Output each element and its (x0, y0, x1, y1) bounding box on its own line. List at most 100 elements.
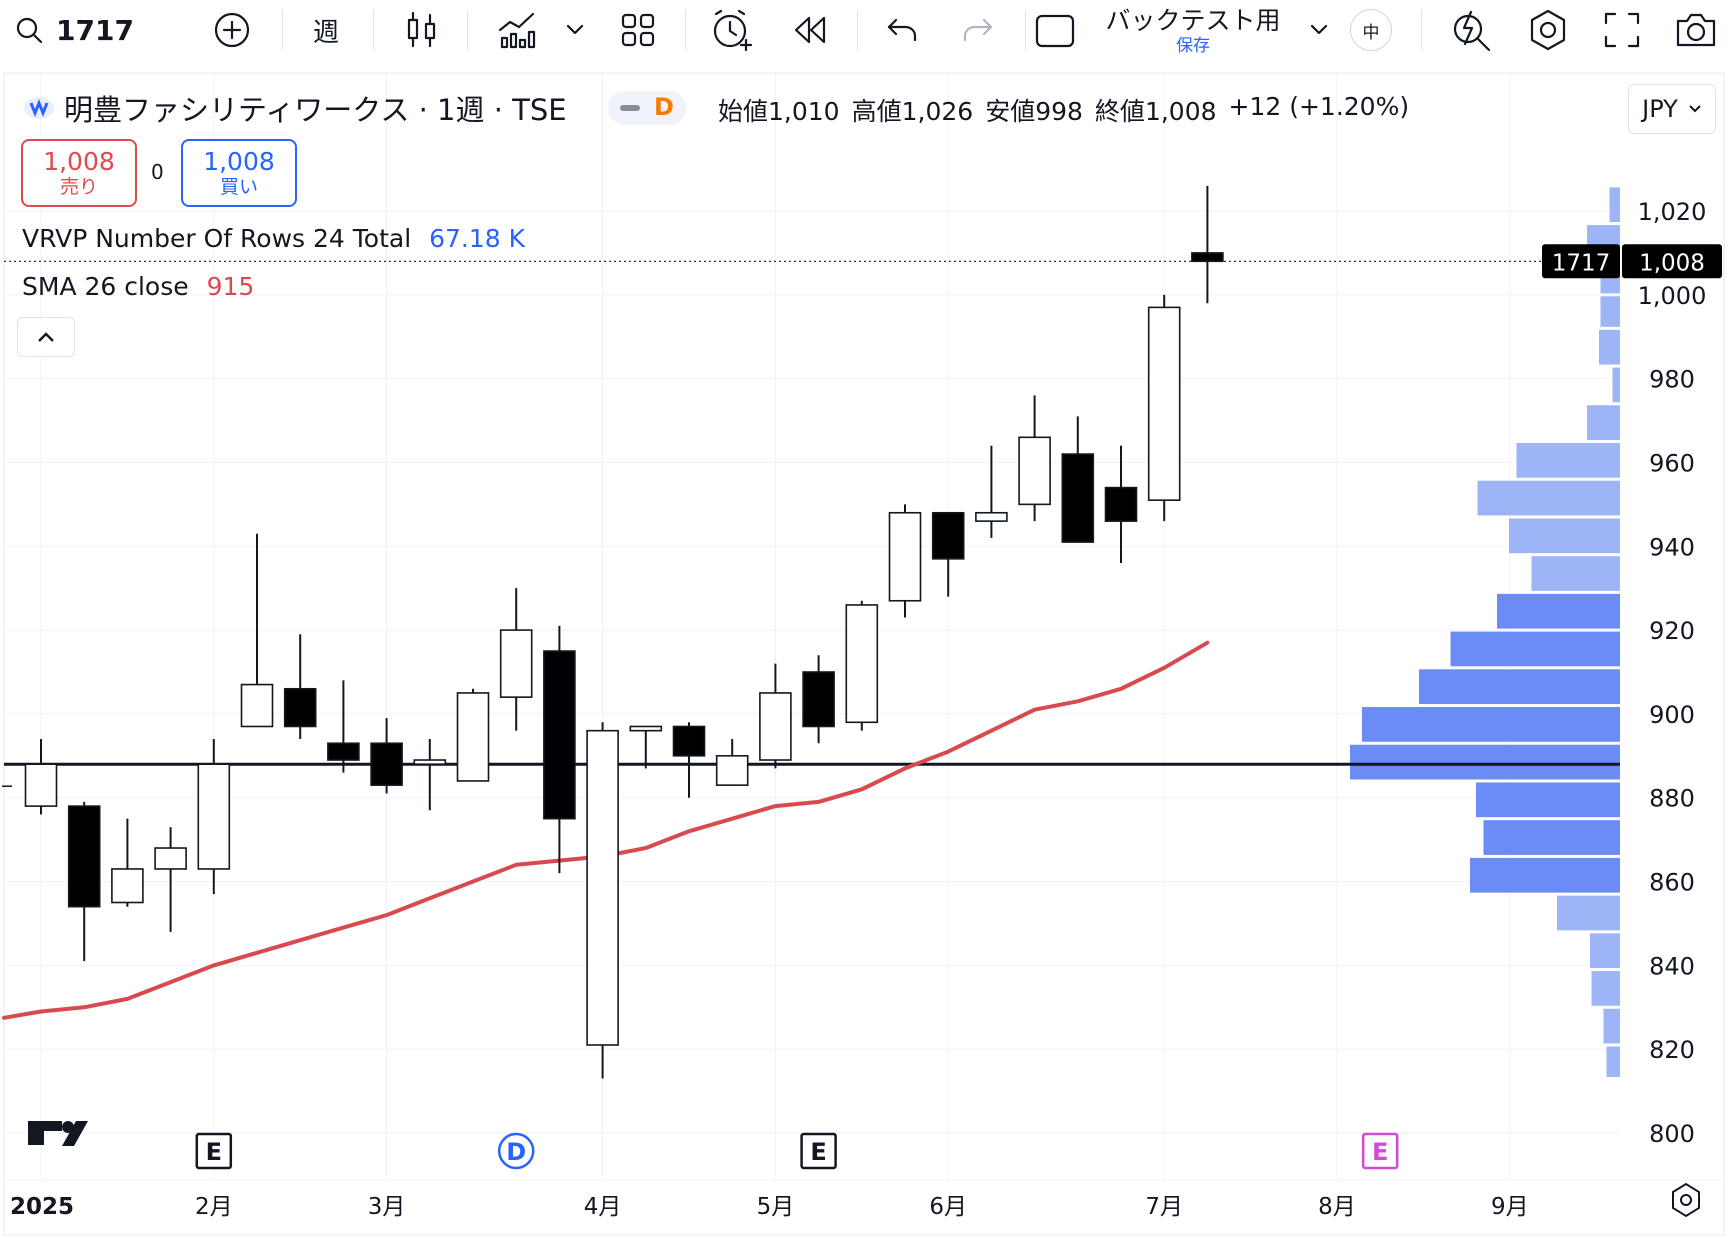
candle (543, 625, 576, 874)
toolbar-divider (467, 10, 468, 50)
candles (24, 185, 1224, 1079)
fullscreen-button[interactable] (1600, 8, 1644, 52)
layout-square-icon (1035, 14, 1075, 48)
candle-body-up (197, 763, 231, 870)
sma-value: 915 (206, 272, 255, 301)
candle-body-up (24, 763, 58, 807)
candle-body-down (283, 687, 317, 728)
compare-symbol-button[interactable] (210, 10, 254, 50)
market-closed-icon (620, 105, 640, 111)
lightning-search-icon (1453, 10, 1491, 52)
screenshot-button[interactable] (1672, 8, 1720, 52)
horizontal-line[interactable] (2, 762, 1620, 787)
sync-badge[interactable]: 中 (1350, 9, 1392, 51)
low-value: 安値998 (985, 97, 1083, 126)
legend-status-pill[interactable]: D (608, 91, 686, 125)
chevron-down-icon (566, 24, 584, 35)
currency-label: JPY (1642, 95, 1678, 123)
volume-profile-bar (1483, 820, 1620, 855)
settings-button[interactable] (1524, 6, 1572, 54)
open-value: 始値1,010 (718, 97, 840, 126)
price-tick-label: 940 (1649, 533, 1695, 561)
redo-button[interactable] (958, 10, 998, 50)
sell-button[interactable]: 1,008 売り (21, 139, 137, 207)
sma-legend[interactable]: SMA 26 close 915 (22, 272, 254, 301)
save-status: 保存 (1176, 36, 1210, 56)
candle-body-down (543, 650, 576, 820)
volume-profile-bar (1531, 556, 1620, 591)
volume-profile (1350, 187, 1620, 1078)
candles-icon (407, 11, 436, 48)
earnings-marker[interactable]: E (800, 1132, 837, 1170)
redo-icon (963, 18, 993, 42)
candle (413, 739, 447, 811)
volume-profile-bar (1587, 405, 1620, 440)
layout-name-button[interactable]: バックテスト用 保存 (1100, 4, 1286, 58)
candle (197, 739, 231, 895)
candle (456, 688, 490, 782)
vrvp-legend[interactable]: VRVP Number Of Rows 24 Total 67.18 K (22, 224, 525, 253)
price-tick-label: 980 (1649, 366, 1695, 394)
candle-body-up (1147, 306, 1181, 501)
alert-button[interactable] (708, 6, 756, 54)
chevron-up-icon (38, 332, 54, 342)
volume-profile-bar (1590, 933, 1620, 969)
candle (931, 511, 965, 597)
collapse-legend-button[interactable] (17, 317, 75, 357)
chart-type-button[interactable] (400, 8, 444, 52)
price-tick-label: 820 (1649, 1036, 1695, 1064)
chevron-down-icon (1689, 105, 1701, 113)
candle-body-up (759, 692, 792, 761)
dividend-marker[interactable]: D (497, 1132, 535, 1170)
replay-button[interactable] (790, 10, 830, 50)
candle-body-down (1061, 453, 1095, 543)
candle (802, 655, 835, 744)
quick-search-button[interactable] (1447, 6, 1495, 54)
layout-dropdown[interactable] (1304, 14, 1334, 44)
time-tick-label: 4月 (584, 1194, 622, 1220)
buy-label: 買い (219, 176, 258, 198)
axis-settings-icon[interactable] (1672, 1182, 1700, 1218)
candle-body-down (327, 742, 360, 761)
candle (327, 680, 360, 773)
buy-button[interactable]: 1,008 買い (181, 139, 297, 207)
layout-button[interactable] (616, 10, 660, 50)
earnings-marker[interactable]: E (1361, 1132, 1399, 1170)
layout-name: バックテスト用 (1105, 6, 1281, 35)
price-tick-label: 1,000 (1638, 282, 1707, 310)
candle-body-up (845, 604, 879, 724)
toolbar-divider (373, 10, 374, 50)
earnings-marker-box (1361, 1132, 1399, 1170)
interval-button[interactable]: 週 (312, 17, 339, 48)
spread-value: 0 (151, 160, 164, 184)
price-tick-label: 960 (1649, 449, 1695, 477)
volume-profile-bar (1612, 367, 1620, 403)
time-tick-label: 7月 (1145, 1194, 1183, 1220)
tradingview-logo (28, 1121, 88, 1146)
save-layout-button[interactable] (1034, 10, 1076, 52)
price-axis[interactable]: 800 820 840 860 880 900 920 940 960 980 1,000 1,020 (1638, 198, 1707, 1148)
candle (67, 801, 101, 962)
currency-selector[interactable]: JPY (1628, 84, 1716, 134)
candle-body-up (629, 725, 663, 732)
indicators-dropdown[interactable] (560, 14, 590, 44)
earnings-marker[interactable]: E (195, 1132, 233, 1170)
search-icon (16, 17, 43, 44)
price-tick-label: 840 (1649, 952, 1695, 980)
chevron-down-icon (1310, 24, 1328, 35)
vrvp-value: 67.18 K (429, 224, 526, 253)
volume-profile-bar (1599, 329, 1620, 365)
symbol-title[interactable]: 明豊ファシリティワークス · 1週 · TSE (64, 93, 567, 127)
price-tick-label: 800 (1649, 1120, 1695, 1148)
volume-profile-bar (1609, 187, 1620, 223)
symbol-search-button[interactable]: 1717 (14, 8, 144, 52)
volume-profile-bar (1509, 518, 1620, 554)
exchange-logo-icon (24, 97, 54, 119)
indicators-button[interactable] (494, 8, 540, 52)
volume-profile-bar (1497, 593, 1620, 629)
candle (499, 588, 533, 731)
undo-button[interactable] (882, 10, 922, 50)
time-axis[interactable]: 2025 2月 3月 4月 5月 6月 7月 8月 9月 (4, 1179, 1724, 1220)
earnings-marker-box (195, 1132, 233, 1170)
